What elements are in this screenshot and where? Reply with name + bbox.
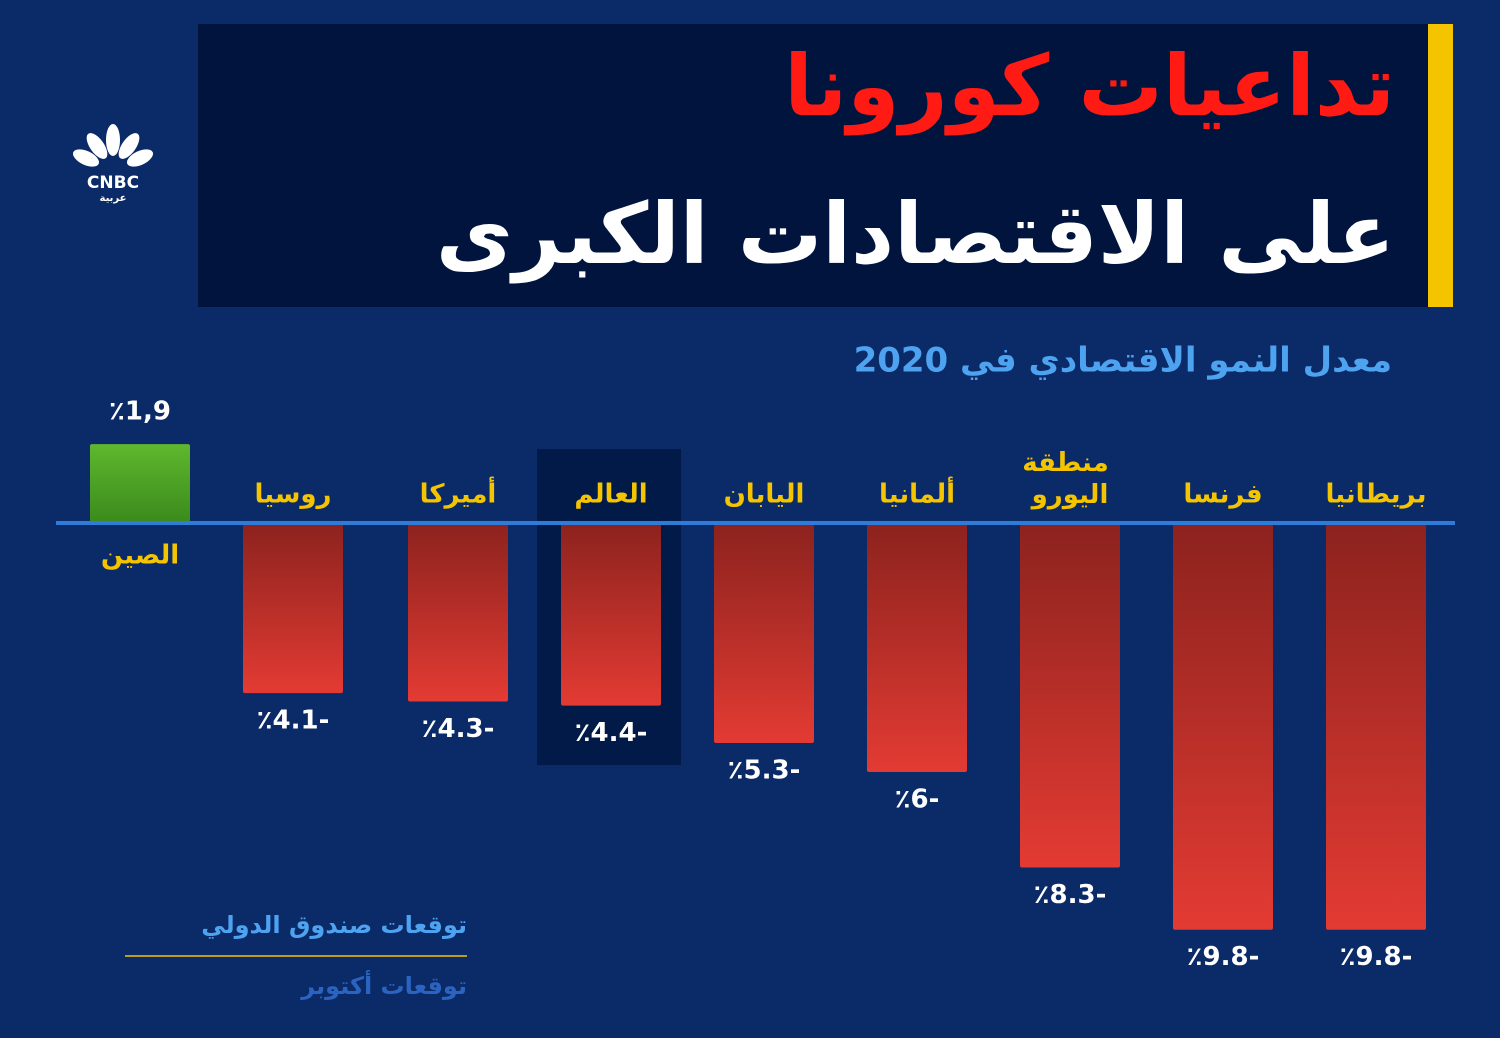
value-label: ٪9.8- xyxy=(1187,942,1260,972)
chart-title: تداعيات كورونا xyxy=(784,37,1395,136)
category-label: فرنسا xyxy=(1183,480,1262,510)
category-label: ألمانيا xyxy=(879,477,955,510)
value-label: ٪5.3- xyxy=(728,755,801,785)
value-label: ٪9.8- xyxy=(1340,942,1413,972)
plot: ٪1,9 الصين ٪4.1- روسيا ٪4.3- أميركا ٪4.4- العال… xyxy=(90,397,1427,972)
note: توقعات أكتوبر xyxy=(300,970,467,1000)
bar xyxy=(90,444,190,523)
category-label: بريطانيا xyxy=(1326,480,1427,510)
value-label: ٪6- xyxy=(895,785,940,815)
value-label: ٪8.3- xyxy=(1034,880,1107,910)
title-box xyxy=(198,24,1430,307)
logo-peacock xyxy=(72,124,154,167)
value-label: ٪4.4- xyxy=(575,718,648,748)
bar xyxy=(1020,523,1120,868)
category-label: روسيا xyxy=(254,480,331,510)
bar xyxy=(561,523,661,706)
title-accent xyxy=(1428,24,1453,307)
bar xyxy=(867,523,967,772)
bar xyxy=(714,523,814,743)
chart-subtitle: على الاقتصادات الكبرى xyxy=(436,185,1395,284)
category-label: الصين xyxy=(101,541,179,571)
logo: CNBC عربية xyxy=(72,124,154,204)
category-label: منطقة اليورو xyxy=(1022,448,1118,510)
bar xyxy=(1326,523,1426,930)
axis-title: معدل النمو الاقتصادي في 2020 xyxy=(854,341,1392,381)
category-label: اليابان xyxy=(724,480,805,510)
value-label: ٪4.3- xyxy=(422,714,495,744)
logo-subtext: عربية xyxy=(100,193,127,204)
note: توقعات صندوق الدولي xyxy=(201,911,467,939)
category-label: العالم xyxy=(574,480,647,510)
bar xyxy=(243,523,343,694)
bar xyxy=(1173,523,1273,930)
bar xyxy=(408,523,508,702)
logo-text: CNBC xyxy=(87,173,139,193)
value-label: ٪4.1- xyxy=(257,706,330,736)
category-label: أميركا xyxy=(420,477,497,510)
value-label: ٪1,9 xyxy=(109,397,171,427)
